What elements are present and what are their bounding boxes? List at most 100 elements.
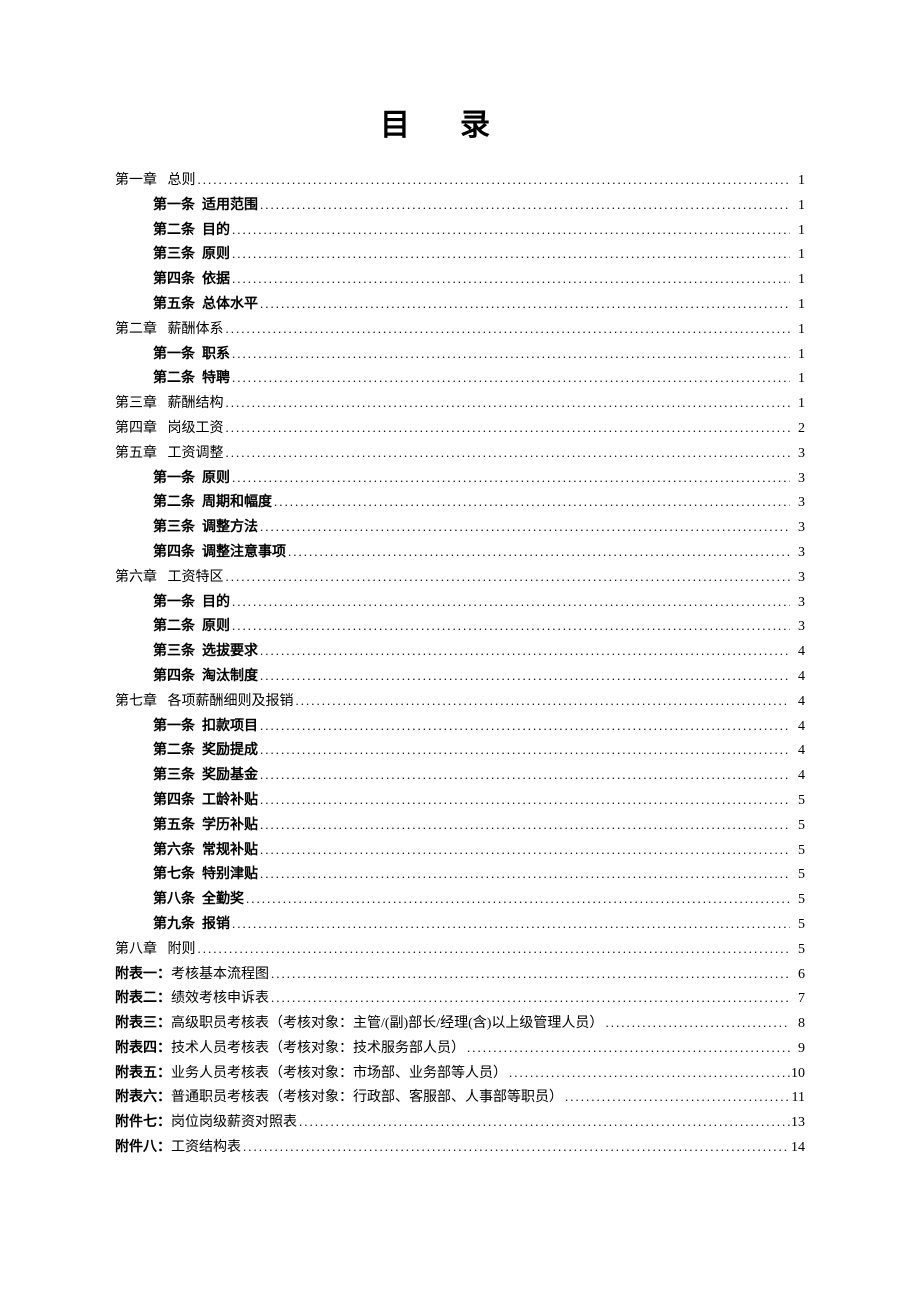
toc-entry[interactable]: 第五条 总体水平 1	[115, 293, 805, 317]
toc-dots	[258, 194, 790, 216]
toc-entry[interactable]: 第三条 奖励基金 4	[115, 764, 805, 788]
toc-entry-title: 特别津贴	[202, 867, 258, 882]
toc-entry[interactable]: 第一条 原则 3	[115, 467, 805, 491]
toc-entry-label: 附表一：	[115, 967, 171, 982]
toc-entry[interactable]: 第四章 岗级工资 2	[115, 417, 805, 441]
toc-entry[interactable]: 第五条 学历补贴 5	[115, 814, 805, 838]
toc-entry[interactable]: 第二条 周期和幅度 3	[115, 491, 805, 515]
toc-dots	[563, 1086, 790, 1108]
toc-entry[interactable]: 第一条 职系 1	[115, 343, 805, 367]
toc-dots	[230, 243, 790, 265]
toc-page-number: 5	[790, 913, 805, 937]
toc-dots	[244, 888, 790, 910]
toc-entry-title: 常规补贴	[202, 843, 258, 858]
toc-entry[interactable]: 第三条 原则 1	[115, 243, 805, 267]
toc-dots	[258, 764, 790, 786]
toc-entry[interactable]: 第七条 特别津贴 5	[115, 863, 805, 887]
toc-entry-label: 第二章	[115, 322, 157, 337]
toc-entry-text: 第一条 目的	[153, 591, 230, 615]
toc-dots	[224, 417, 791, 439]
toc-page-number: 1	[790, 293, 805, 317]
toc-entry[interactable]: 附表五：业务人员考核表（考核对象：市场部、业务部等人员） 10	[115, 1062, 805, 1086]
toc-entry[interactable]: 附表二：绩效考核申诉表 7	[115, 987, 805, 1011]
toc-entry-title: 选拔要求	[202, 644, 258, 659]
toc-page-number: 5	[790, 839, 805, 863]
toc-page-number: 1	[790, 367, 805, 391]
toc-entry[interactable]: 第八条 全勤奖 5	[115, 888, 805, 912]
toc-page-number: 6	[790, 963, 805, 987]
toc-entry[interactable]: 第三条 调整方法 3	[115, 516, 805, 540]
toc-entry[interactable]: 第一条 目的 3	[115, 591, 805, 615]
toc-entry-label: 附表五：	[115, 1066, 171, 1081]
toc-entry-text: 第三条 选拔要求	[153, 640, 258, 664]
toc-container: 第一章 总则1第一条 适用范围 1第二条 目的 1第三条 原则 1第四条 依据 …	[115, 169, 805, 1160]
toc-entry-text: 第一条 原则	[153, 467, 230, 491]
toc-entry-label: 第一条	[153, 471, 195, 486]
toc-entry[interactable]: 附表六：普通职员考核表（考核对象：行政部、客服部、人事部等职员） 11	[115, 1086, 805, 1110]
toc-entry[interactable]: 第三章 薪酬结构1	[115, 392, 805, 416]
toc-entry[interactable]: 第三条 选拔要求 4	[115, 640, 805, 664]
toc-entry-title: 特聘	[202, 371, 230, 386]
toc-dots	[258, 715, 790, 737]
toc-entry-text: 第四章 岗级工资	[115, 417, 224, 441]
toc-entry-title: 淘汰制度	[202, 669, 258, 684]
toc-entry[interactable]: 第二条 特聘 1	[115, 367, 805, 391]
toc-entry-title: 奖励基金	[202, 768, 258, 783]
toc-entry[interactable]: 第二条 原则 3	[115, 615, 805, 639]
toc-entry[interactable]: 第四条 淘汰制度 4	[115, 665, 805, 689]
toc-entry-text: 第一条 适用范围	[153, 194, 258, 218]
toc-entry[interactable]: 第一章 总则1	[115, 169, 805, 193]
toc-page-number: 1	[790, 219, 805, 243]
toc-dots	[230, 913, 790, 935]
toc-entry-label: 第二条	[153, 495, 195, 510]
toc-entry-text: 第五条 总体水平	[153, 293, 258, 317]
toc-entry-text: 第六章 工资特区	[115, 566, 224, 590]
toc-entry-text: 附件七：岗位岗级薪资对照表	[115, 1111, 297, 1135]
toc-entry[interactable]: 第九条 报销 5	[115, 913, 805, 937]
toc-entry[interactable]: 附表一：考核基本流程图 6	[115, 963, 805, 987]
toc-dots	[196, 169, 791, 191]
toc-entry-text: 第二条 周期和幅度	[153, 491, 272, 515]
toc-entry[interactable]: 附表三：高级职员考核表（考核对象：主管/(副)部长/经理(含)以上级管理人员） …	[115, 1012, 805, 1036]
toc-dots	[258, 789, 790, 811]
toc-entry[interactable]: 第四条 调整注意事项 3	[115, 541, 805, 565]
toc-entry[interactable]: 第四条 工龄补贴 5	[115, 789, 805, 813]
toc-entry-text: 第八条 全勤奖	[153, 888, 244, 912]
toc-dots	[258, 516, 790, 538]
toc-page-number: 2	[790, 417, 805, 441]
toc-entry[interactable]: 第八章 附则5	[115, 938, 805, 962]
toc-entry-title: 依据	[202, 272, 230, 287]
toc-entry[interactable]: 第六条 常规补贴 5	[115, 839, 805, 863]
toc-entry[interactable]: 第一条 扣款项目 4	[115, 715, 805, 739]
toc-entry-text: 附表四：技术人员考核表（考核对象：技术服务部人员）	[115, 1037, 465, 1061]
toc-entry[interactable]: 第五章 工资调整3	[115, 442, 805, 466]
toc-page-number: 14	[790, 1136, 805, 1160]
toc-entry[interactable]: 附表四：技术人员考核表（考核对象：技术服务部人员） 9	[115, 1037, 805, 1061]
toc-entry-text: 第二条 奖励提成	[153, 739, 258, 763]
toc-entry[interactable]: 附件八：工资结构表 14	[115, 1136, 805, 1160]
toc-entry-title: 报销	[202, 917, 230, 932]
toc-entry[interactable]: 附件七：岗位岗级薪资对照表 13	[115, 1111, 805, 1135]
toc-entry[interactable]: 第一条 适用范围 1	[115, 194, 805, 218]
toc-dots	[241, 1136, 790, 1158]
toc-entry-label: 第九条	[153, 917, 195, 932]
toc-entry-title: 岗级工资	[168, 421, 224, 436]
toc-entry[interactable]: 第二条 奖励提成 4	[115, 739, 805, 763]
toc-entry-title: 职系	[202, 347, 230, 362]
toc-entry-title: 业务人员考核表（考核对象：市场部、业务部等人员）	[171, 1066, 507, 1081]
toc-entry[interactable]: 第二条 目的 1	[115, 219, 805, 243]
toc-entry[interactable]: 第七章 各项薪酬细则及报销4	[115, 690, 805, 714]
toc-entry[interactable]: 第六章 工资特区3	[115, 566, 805, 590]
toc-page-number: 3	[790, 467, 805, 491]
toc-entry[interactable]: 第四条 依据 1	[115, 268, 805, 292]
toc-entry-label: 第七条	[153, 867, 195, 882]
toc-dots	[286, 541, 790, 563]
toc-entry[interactable]: 第二章 薪酬体系1	[115, 318, 805, 342]
toc-dots	[258, 665, 790, 687]
toc-entry-text: 附表六：普通职员考核表（考核对象：行政部、客服部、人事部等职员）	[115, 1086, 563, 1110]
toc-entry-text: 第三条 调整方法	[153, 516, 258, 540]
toc-entry-title: 工资调整	[168, 446, 224, 461]
toc-dots	[224, 566, 791, 588]
toc-entry-text: 第五章 工资调整	[115, 442, 224, 466]
toc-entry-label: 附表二：	[115, 991, 171, 1006]
